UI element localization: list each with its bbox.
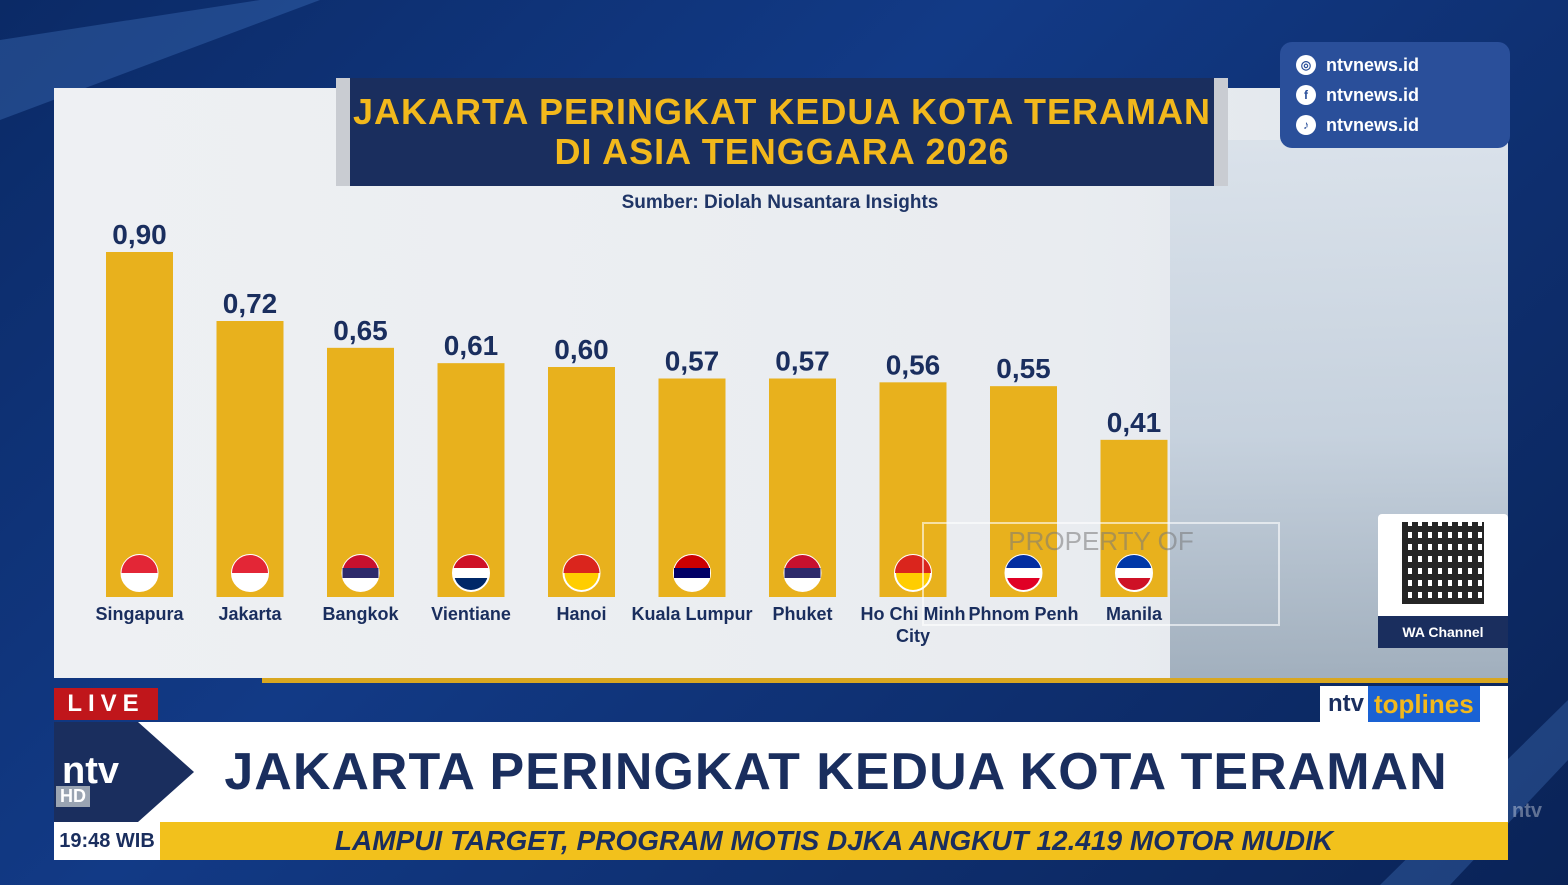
instagram-icon: ◎ <box>1296 55 1316 75</box>
brand-ntv: ntv <box>1328 690 1364 717</box>
social-row-facebook[interactable]: f ntvnews.id <box>1296 80 1510 110</box>
chart-title-box: JAKARTA PERINGKAT KEDUA KOTA TERAMAN DI … <box>336 78 1228 186</box>
news-ticker: 19:48 WIB LAMPUI TARGET, PROGRAM MOTIS D… <box>54 822 1508 860</box>
chart-source: Sumber: Diolah Nusantara Insights <box>621 192 939 213</box>
corner-logo: ntv <box>1512 800 1542 822</box>
qr-label: WA Channel <box>1378 616 1508 648</box>
watermark-text: PROPERTY OF <box>1008 526 1194 556</box>
chart-title-line-1: JAKARTA PERINGKAT KEDUA KOTA TERAMAN <box>353 91 1211 132</box>
clock: 19:48 WIB <box>54 822 160 860</box>
watermark: PROPERTY OF <box>922 522 1280 626</box>
qr-code[interactable]: WA Channel <box>1378 514 1508 648</box>
social-row-instagram[interactable]: ◎ ntvnews.id <box>1296 50 1510 80</box>
social-box: ◎ ntvnews.id f ntvnews.id ♪ ntvnews.id <box>1280 42 1510 148</box>
chart-title-line-2: DI ASIA TENGGARA 2026 <box>554 131 1010 172</box>
lower-third-strip <box>262 678 1508 683</box>
qr-code-icon <box>1402 522 1484 604</box>
hd-badge: HD <box>56 786 90 807</box>
headline: JAKARTA PERINGKAT KEDUA KOTA TERAMAN <box>224 743 1448 801</box>
program-brand: ntv toplines <box>1320 686 1508 722</box>
facebook-icon: f <box>1296 85 1316 105</box>
social-row-tiktok[interactable]: ♪ ntvnews.id <box>1296 110 1510 140</box>
live-badge: LIVE <box>54 688 158 720</box>
ntv-logo-text: ntv <box>62 750 119 792</box>
brand-program: toplines <box>1368 686 1480 722</box>
tiktok-icon: ♪ <box>1296 115 1316 135</box>
headline-bar: ntv JAKARTA PERINGKAT KEDUA KOTA TERAMAN <box>54 722 1508 822</box>
social-label: ntvnews.id <box>1326 114 1420 135</box>
social-label: ntvnews.id <box>1326 84 1420 105</box>
ticker-text: LAMPUI TARGET, PROGRAM MOTIS DJKA ANGKUT… <box>334 825 1334 856</box>
social-label: ntvnews.id <box>1326 54 1420 75</box>
